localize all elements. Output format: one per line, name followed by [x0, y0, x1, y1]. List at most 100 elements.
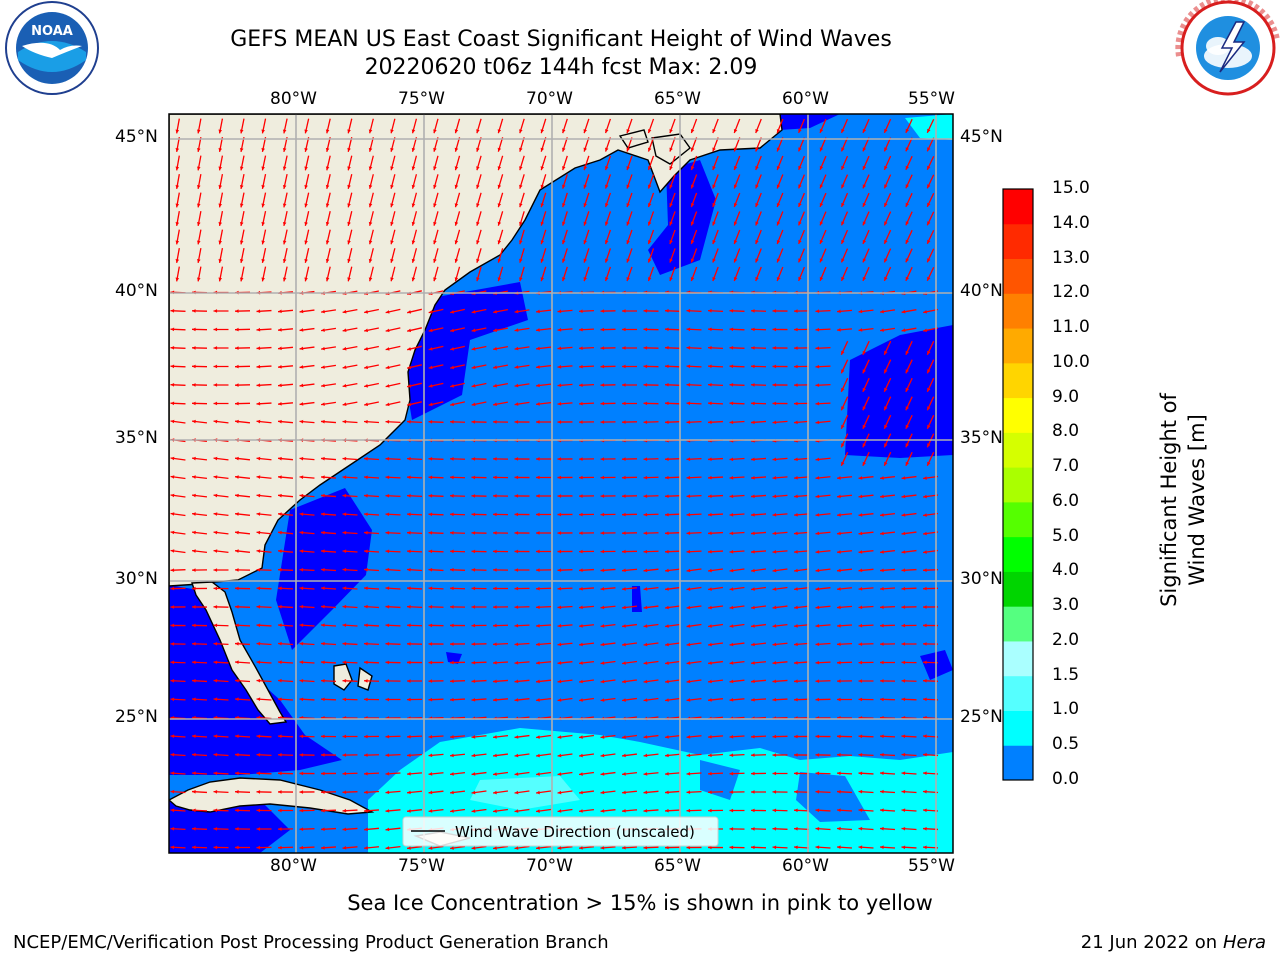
wind-wave-arrow-head	[579, 531, 583, 535]
wind-wave-arrow-head	[497, 221, 502, 226]
colorbar-tick-label: 12.0	[1052, 282, 1090, 303]
wind-wave-arrow-head	[536, 494, 540, 498]
wind-wave-arrow-head	[536, 846, 540, 850]
wind-wave-arrow-head	[282, 221, 287, 226]
wind-wave-arrow-head	[170, 346, 175, 350]
wind-wave-arrow-head	[622, 772, 626, 776]
colorbar-tick-label: 0.0	[1052, 769, 1080, 789]
wind-wave-arrow-head	[170, 605, 175, 609]
wind-wave-arrow-head	[213, 346, 218, 350]
wind-wave-arrow-head	[772, 513, 777, 517]
wind-wave-arrow-head	[454, 221, 459, 226]
wind-wave-arrow-head	[256, 475, 261, 479]
wind-wave-arrow-head	[579, 642, 583, 647]
wind-wave-arrow-head	[536, 698, 540, 702]
wind-wave-arrow-head	[235, 364, 239, 369]
wind-wave-arrow-head	[708, 605, 712, 610]
wind-wave-arrow-head	[708, 568, 712, 573]
wind-wave-arrow-head	[450, 457, 454, 461]
wind-wave-arrow-head	[901, 752, 906, 757]
wind-wave-arrow-head	[519, 258, 523, 263]
wind-wave-arrow-head	[669, 240, 673, 245]
wind-wave-arrow-head	[428, 846, 433, 850]
wind-wave-arrow-head	[862, 424, 866, 429]
wind-wave-arrow-head	[858, 476, 863, 480]
wind-wave-arrow-head	[862, 369, 866, 374]
wind-wave-arrow-head	[643, 790, 648, 795]
wind-wave-arrow-head	[751, 346, 755, 350]
wind-wave-arrow-head	[235, 327, 239, 332]
wind-wave-arrow-head	[256, 586, 261, 591]
wind-wave-arrow-head	[407, 347, 412, 351]
wind-wave-arrow-head	[299, 383, 304, 388]
wind-wave-arrow-head	[557, 512, 562, 517]
wind-wave-arrow-head	[686, 771, 691, 776]
wind-wave-arrow-head	[733, 221, 738, 226]
wind-wave-arrow-head	[901, 568, 906, 573]
wind-wave-arrow-head	[880, 494, 884, 499]
wind-wave-arrow-head	[471, 494, 476, 498]
colorbar-tick-label: 2.0	[1052, 629, 1080, 650]
wind-wave-arrow-head	[858, 771, 863, 776]
wind-wave-arrow-head	[536, 772, 540, 776]
wind-wave-arrow-head	[880, 586, 884, 591]
wind-wave-arrow-head	[751, 661, 755, 665]
wind-wave-arrow-head	[622, 512, 626, 517]
wind-wave-arrow-head	[299, 567, 304, 572]
wind-wave-arrow-head	[729, 753, 734, 758]
wind-wave-arrow-head	[686, 624, 691, 628]
wind-wave-arrow-head	[923, 826, 927, 831]
wind-wave-arrow-head	[256, 678, 261, 683]
wind-wave-arrow-head	[170, 845, 175, 850]
wind-wave-arrow-head	[282, 240, 287, 245]
wind-wave-arrow-head	[686, 420, 691, 425]
wind-wave-arrow-head	[450, 605, 454, 609]
wind-wave-arrow-head	[579, 661, 583, 665]
wind-wave-arrow-head	[665, 568, 669, 573]
wind-wave-arrow-head	[600, 309, 605, 313]
wind-wave-arrow-head	[862, 461, 866, 466]
wind-wave-arrow-head	[325, 221, 330, 226]
wind-wave-arrow-head	[557, 642, 562, 647]
wind-wave-arrow-head	[686, 531, 691, 536]
wind-wave-arrow-head	[751, 327, 755, 332]
wind-wave-arrow-head	[321, 567, 325, 572]
wind-wave-arrow-head	[841, 276, 845, 281]
wind-wave-arrow-head	[342, 530, 347, 535]
wind-wave-arrow-head	[751, 642, 755, 647]
wind-wave-arrow-head	[923, 845, 927, 850]
wind-wave-arrow-head	[256, 568, 261, 572]
wind-wave-arrow-head	[407, 384, 412, 388]
wind-wave-arrow-head	[772, 697, 777, 702]
wind-wave-arrow-head	[514, 809, 519, 813]
wind-wave-arrow-head	[213, 808, 218, 813]
wind-wave-arrow-head	[239, 184, 244, 189]
legend-label: Wind Wave Direction (unscaled)	[455, 823, 695, 841]
wind-wave-arrow-head	[583, 221, 587, 226]
wind-wave-arrow-head	[471, 402, 476, 407]
wind-wave-arrow-head	[454, 277, 459, 282]
wind-wave-arrow-head	[196, 129, 201, 134]
wind-wave-arrow-head	[304, 258, 308, 263]
wind-wave-arrow-head	[342, 734, 347, 739]
wind-wave-arrow-head	[858, 826, 863, 831]
wind-wave-arrow-head	[385, 753, 390, 758]
wind-wave-arrow-head	[411, 258, 416, 263]
wind-wave-arrow-head	[880, 550, 884, 554]
wind-wave-arrow-head	[901, 642, 906, 646]
wind-wave-arrow-head	[278, 456, 282, 461]
wind-wave-arrow-head	[923, 568, 927, 572]
wind-wave-arrow-head	[368, 258, 373, 263]
wind-wave-arrow-head	[514, 383, 519, 388]
wind-wave-arrow-head	[772, 550, 777, 554]
wind-wave-arrow-head	[192, 586, 196, 591]
lat-label-left: 45°N	[115, 127, 158, 147]
wind-wave-arrow-head	[385, 679, 390, 683]
wind-wave-arrow-head	[712, 221, 716, 226]
wind-wave-arrow-head	[686, 494, 691, 499]
wind-wave-arrow-head	[407, 679, 411, 683]
wind-wave-arrow-head	[626, 184, 630, 189]
wind-wave-arrow-head	[192, 642, 196, 646]
wind-wave-arrow-head	[729, 309, 734, 313]
wind-wave-arrow-head	[772, 605, 777, 610]
